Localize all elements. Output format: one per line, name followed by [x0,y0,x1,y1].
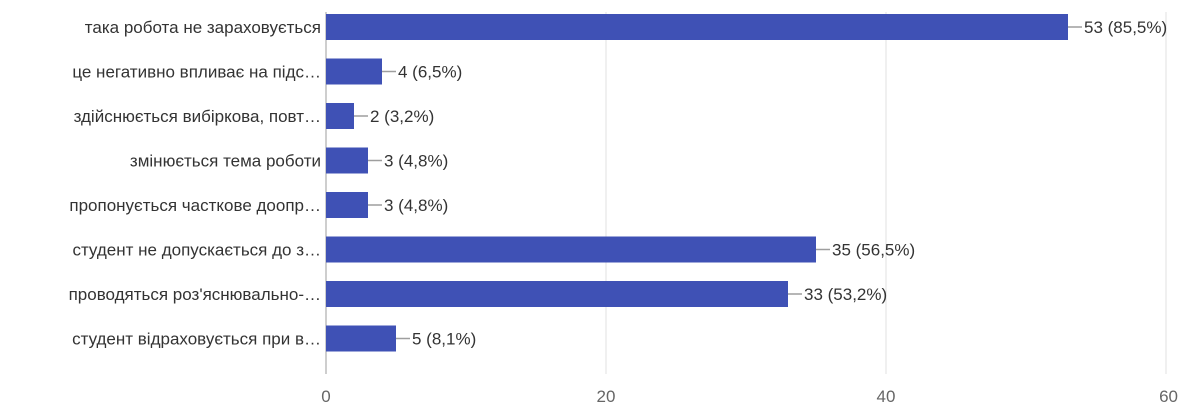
x-tick-label: 0 [321,387,330,406]
category-label: це негативно впливає на підс… [72,63,321,82]
x-tick-label: 20 [597,387,616,406]
bar [326,58,382,85]
category-label: проводяться роз'яснювально-… [69,285,321,304]
category-label: студент не допускається до з… [72,241,321,260]
category-label: здійснюється вибіркова, повт… [74,107,321,126]
data-label: 3 (4,8%) [384,196,448,215]
category-labels: така робота не зараховується це негативно… [69,18,321,349]
data-label: 53 (85,5%) [1084,18,1167,37]
data-label: 33 (53,2%) [804,285,887,304]
data-labels: 53 (85,5%) 4 (6,5%) 2 (3,2%) 3 (4,8%) 3 (4,8… [354,18,1167,349]
bar [326,147,368,174]
bar [326,103,354,129]
data-label: 3 (4,8%) [384,152,448,171]
category-label: студент відраховується при в… [72,330,321,349]
x-tick-label: 40 [877,387,896,406]
category-label: така робота не зараховується [85,18,321,37]
bar [326,236,816,263]
data-label: 5 (8,1%) [412,330,476,349]
category-label: пропонується часткове доопр… [69,196,321,215]
data-label: 35 (56,5%) [832,241,915,260]
x-tick-label: 60 [1159,387,1178,406]
bar [326,281,788,307]
category-label: змінюється тема роботи [130,152,321,171]
bar [326,14,1068,40]
bars [326,14,1068,352]
bar [326,192,368,218]
bar [326,325,396,352]
data-label: 2 (3,2%) [370,107,434,126]
x-axis-ticks: 0 20 40 60 [321,387,1178,406]
data-label: 4 (6,5%) [398,63,462,82]
